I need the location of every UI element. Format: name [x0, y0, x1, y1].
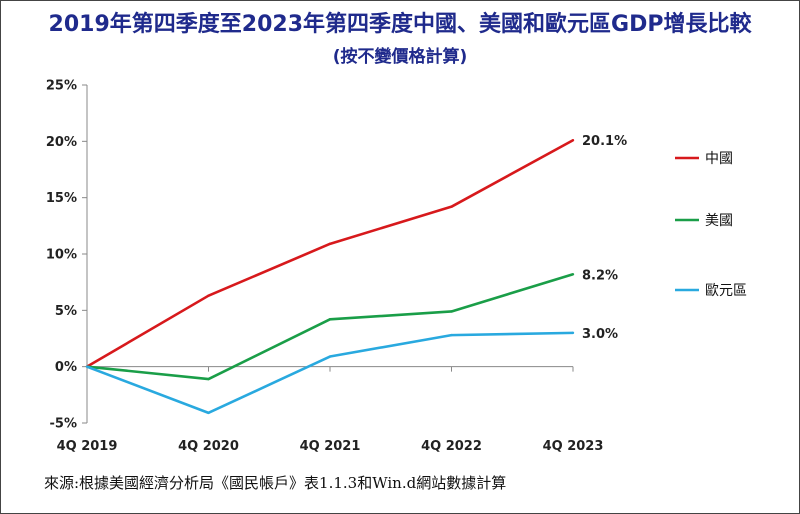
- x-tick-label: 4Q 2021: [300, 439, 361, 454]
- data-point: [207, 377, 210, 381]
- data-point: [328, 355, 332, 358]
- chart-title: 2019年第四季度至2023年第四季度中國、美國和歐元區GDP增長比較: [48, 12, 752, 37]
- data-point: [571, 139, 575, 142]
- chart-data-labels: 20.1% 8.2% 3.0%: [582, 134, 627, 342]
- data-point: [450, 205, 453, 208]
- end-value-label: 3.0%: [582, 327, 618, 342]
- data-point: [450, 333, 453, 337]
- x-tick-label: 4Q 2019: [57, 439, 118, 454]
- data-point: [207, 294, 210, 297]
- data-point: [207, 411, 210, 415]
- y-tick-label: 15%: [46, 191, 77, 206]
- series-line-1: [86, 273, 574, 381]
- chart-axes: -5% 0% 5% 10% 15% 20% 25% 4Q 2019 4Q 2020 4Q 2021…: [46, 79, 604, 455]
- x-tick-label: 4Q 2022: [421, 439, 482, 454]
- y-tick-label: 5%: [55, 304, 77, 319]
- x-tick-label: 4Q 2023: [543, 439, 604, 454]
- y-tick-label: 10%: [46, 248, 77, 263]
- data-point: [571, 273, 575, 276]
- data-point: [328, 318, 332, 321]
- data-point: [450, 310, 453, 313]
- y-tick-label: -5%: [50, 417, 77, 432]
- data-point: [328, 242, 332, 246]
- x-tick-label: 4Q 2020: [178, 439, 239, 454]
- source-note: 來源:根據美國經濟分析局《國民帳戶》表1.1.3和Win.d網站數據計算: [44, 474, 507, 492]
- series-line-0: [86, 139, 574, 368]
- end-value-label: 20.1%: [582, 134, 627, 149]
- chart-lines: [85, 139, 575, 415]
- data-point: [85, 365, 89, 368]
- data-point: [571, 331, 575, 335]
- y-tick-label: 20%: [46, 135, 77, 150]
- y-tick-label: 0%: [55, 360, 77, 375]
- chart-subtitle: (按不變價格計算): [332, 47, 468, 67]
- y-tick-label: 25%: [46, 79, 77, 94]
- legend-label: 美國: [705, 213, 733, 229]
- legend-label: 歐元區: [705, 283, 747, 299]
- legend-label: 中國: [705, 151, 733, 167]
- end-value-label: 8.2%: [582, 268, 618, 283]
